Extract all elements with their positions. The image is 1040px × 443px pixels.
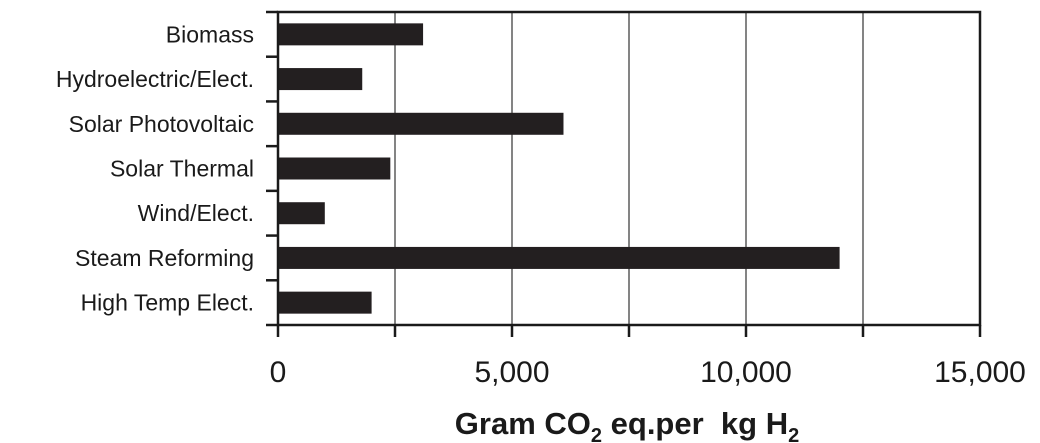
bar-wind-elect — [278, 202, 325, 225]
bar-steam-reforming — [278, 246, 840, 269]
category-label: High Temp Elect. — [81, 290, 254, 316]
bar-solar-thermal — [278, 157, 391, 180]
bar-hydroelectric-elect — [278, 68, 363, 91]
category-label: Solar Photovoltaic — [69, 111, 254, 137]
x-axis-title-sub1: 2 — [591, 425, 602, 443]
bars — [278, 23, 840, 314]
x-axis-title-part2: eq.per kg H — [602, 406, 788, 441]
x-tick-label: 0 — [270, 356, 287, 389]
x-axis-title: Gram CO2 eq.per kg H2 — [455, 406, 799, 443]
x-tick-labels: 0 5,000 10,000 15,000 — [270, 356, 1026, 389]
bar-high-temp-elect — [278, 291, 372, 314]
x-tick-label: 10,000 — [700, 356, 792, 389]
category-label: Biomass — [166, 21, 254, 47]
category-labels: Biomass Hydroelectric/Elect. Solar Photovo… — [56, 21, 254, 315]
x-tick-label: 5,000 — [474, 356, 549, 389]
gridlines — [394, 12, 864, 325]
category-label: Steam Reforming — [75, 245, 254, 271]
category-label: Wind/Elect. — [138, 200, 254, 226]
bar-biomass — [278, 23, 424, 46]
bar-solar-photovoltaic — [278, 112, 564, 135]
axes — [266, 10, 982, 337]
x-axis-title-sub2: 2 — [788, 425, 799, 443]
category-label: Hydroelectric/Elect. — [56, 66, 254, 92]
category-label: Solar Thermal — [110, 156, 254, 182]
x-axis-title-part1: Gram CO — [455, 406, 591, 441]
x-tick-label: 15,000 — [934, 356, 1026, 389]
